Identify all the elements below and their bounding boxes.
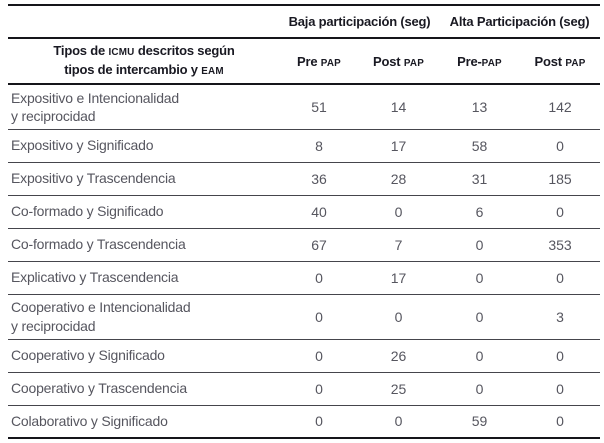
- cell-value: 31: [471, 170, 488, 187]
- cell-value: 25: [390, 380, 407, 397]
- cell-value: 0: [475, 236, 484, 253]
- col-header-alta-pre-pap: Pre-PAP: [457, 53, 502, 69]
- cell-value: 6: [475, 203, 484, 220]
- cell-value: 0: [315, 308, 323, 325]
- table-row: Explicativo y Trascendencia 0 17 0 0: [8, 261, 601, 294]
- table-row: Cooperativo y Significado 0 26 0 0: [8, 339, 601, 372]
- row-label: Cooperativo y Trascendencia: [11, 380, 187, 397]
- participation-table: Baja participación (seg) Alta Participac…: [8, 4, 601, 439]
- eam-acronym: EAM: [201, 66, 224, 77]
- cell-value: 17: [390, 269, 407, 286]
- cell-value: 40: [311, 203, 327, 220]
- group-header-row: Baja participación (seg) Alta Participac…: [8, 5, 601, 38]
- row-label: Cooperativo y Significado: [11, 347, 165, 364]
- group-header-alta: Alta Participación (seg): [449, 14, 590, 29]
- row-label: Cooperativo e Intencionalidad y reciproci…: [11, 299, 191, 334]
- cell-value: 0: [475, 380, 484, 397]
- cell-value: 0: [475, 269, 484, 286]
- cell-value: 0: [394, 203, 403, 220]
- cell-value: 28: [390, 170, 407, 187]
- table-row: Co-formado y Trascendencia 67 7 0 353: [8, 228, 601, 261]
- cell-value: 59: [471, 413, 488, 430]
- row-label: Co-formado y Trascendencia: [11, 236, 186, 253]
- cell-value: 353: [548, 236, 572, 253]
- cell-value: 51: [311, 98, 327, 115]
- table-row: Cooperativo e Intencionalidad y reciproci…: [8, 294, 601, 339]
- cell-value: 0: [394, 413, 403, 430]
- group-header-baja: Baja participación (seg): [288, 14, 431, 29]
- stub-header: Tipos de ICMU descritos según tipos de i…: [8, 38, 280, 84]
- col-header-baja-post-pap: Post PAP: [373, 53, 424, 69]
- table-row: Expositivo y Significado 8 17 58 0: [8, 129, 601, 162]
- table-row: Co-formado y Significado 40 0 6 0: [8, 195, 601, 228]
- table-row: Colaborativo y Significado 0 0 59 0: [8, 405, 601, 438]
- icmu-acronym: ICMU: [108, 47, 135, 59]
- cell-value: 0: [556, 203, 564, 220]
- table-row: Expositivo e Intencionalidad y reciprocid…: [8, 84, 601, 129]
- cell-value: 185: [548, 170, 572, 187]
- cell-value: 26: [390, 347, 407, 364]
- cell-value: 36: [311, 170, 327, 187]
- cell-value: 0: [315, 269, 323, 286]
- col-header-alta-post-pap: Post PAP: [534, 53, 586, 69]
- cell-value: 0: [556, 380, 564, 397]
- paper-table-sheet: Baja participación (seg) Alta Participac…: [8, 4, 601, 439]
- cell-value: 0: [315, 380, 323, 397]
- stub-header-line1: Tipos de ICMU descritos según: [53, 43, 235, 59]
- stub-header-line2: tipos de intercambio y EAM: [64, 62, 224, 77]
- column-header-row: Tipos de ICMU descritos según tipos de i…: [8, 38, 601, 84]
- cell-value: 58: [471, 137, 488, 154]
- col-header-baja-pre-pap: Pre PAP: [297, 53, 341, 69]
- row-label: Colaborativo y Significado: [11, 413, 168, 430]
- table-row: Cooperativo y Trascendencia 0 25 0 0: [8, 372, 601, 405]
- cell-value: 0: [315, 413, 323, 430]
- row-label: Expositivo y Significado: [11, 137, 154, 154]
- cell-value: 0: [556, 347, 564, 364]
- cell-value: 7: [394, 236, 403, 253]
- cell-value: 0: [315, 347, 323, 364]
- row-label: Expositivo y Trascendencia: [11, 170, 176, 187]
- cell-value: 13: [471, 98, 488, 115]
- cell-value: 14: [390, 98, 407, 115]
- cell-value: 0: [394, 308, 403, 325]
- row-label: Explicativo y Trascendencia: [11, 269, 179, 286]
- cell-value: 0: [556, 413, 564, 430]
- cell-value: 0: [475, 347, 484, 364]
- cell-value: 17: [390, 137, 407, 154]
- row-label: Expositivo e Intencionalidad y reciprocid…: [11, 89, 179, 124]
- cell-value: 0: [475, 308, 484, 325]
- table-row: Expositivo y Trascendencia 36 28 31 185: [8, 162, 601, 195]
- cell-value: 3: [556, 308, 564, 325]
- cell-value: 8: [315, 137, 323, 154]
- stub-empty-cell: [8, 5, 280, 38]
- cell-value: 67: [311, 236, 327, 253]
- cell-value: 0: [556, 269, 564, 286]
- cell-value: 0: [556, 137, 564, 154]
- cell-value: 142: [548, 98, 572, 115]
- row-label: Co-formado y Significado: [11, 203, 164, 220]
